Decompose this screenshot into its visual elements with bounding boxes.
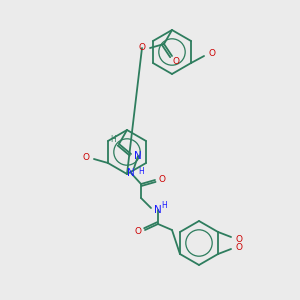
Text: O: O — [236, 242, 243, 251]
Text: H: H — [138, 167, 144, 176]
Text: O: O — [82, 154, 89, 163]
Text: O: O — [139, 44, 145, 52]
Text: O: O — [158, 175, 166, 184]
Text: N: N — [134, 151, 142, 161]
Text: O: O — [208, 49, 216, 58]
Text: N: N — [127, 168, 135, 178]
Text: N: N — [154, 205, 162, 215]
Text: O: O — [134, 227, 142, 236]
Text: H: H — [110, 136, 116, 145]
Text: H: H — [161, 202, 167, 211]
Text: O: O — [172, 58, 179, 67]
Text: O: O — [236, 235, 243, 244]
